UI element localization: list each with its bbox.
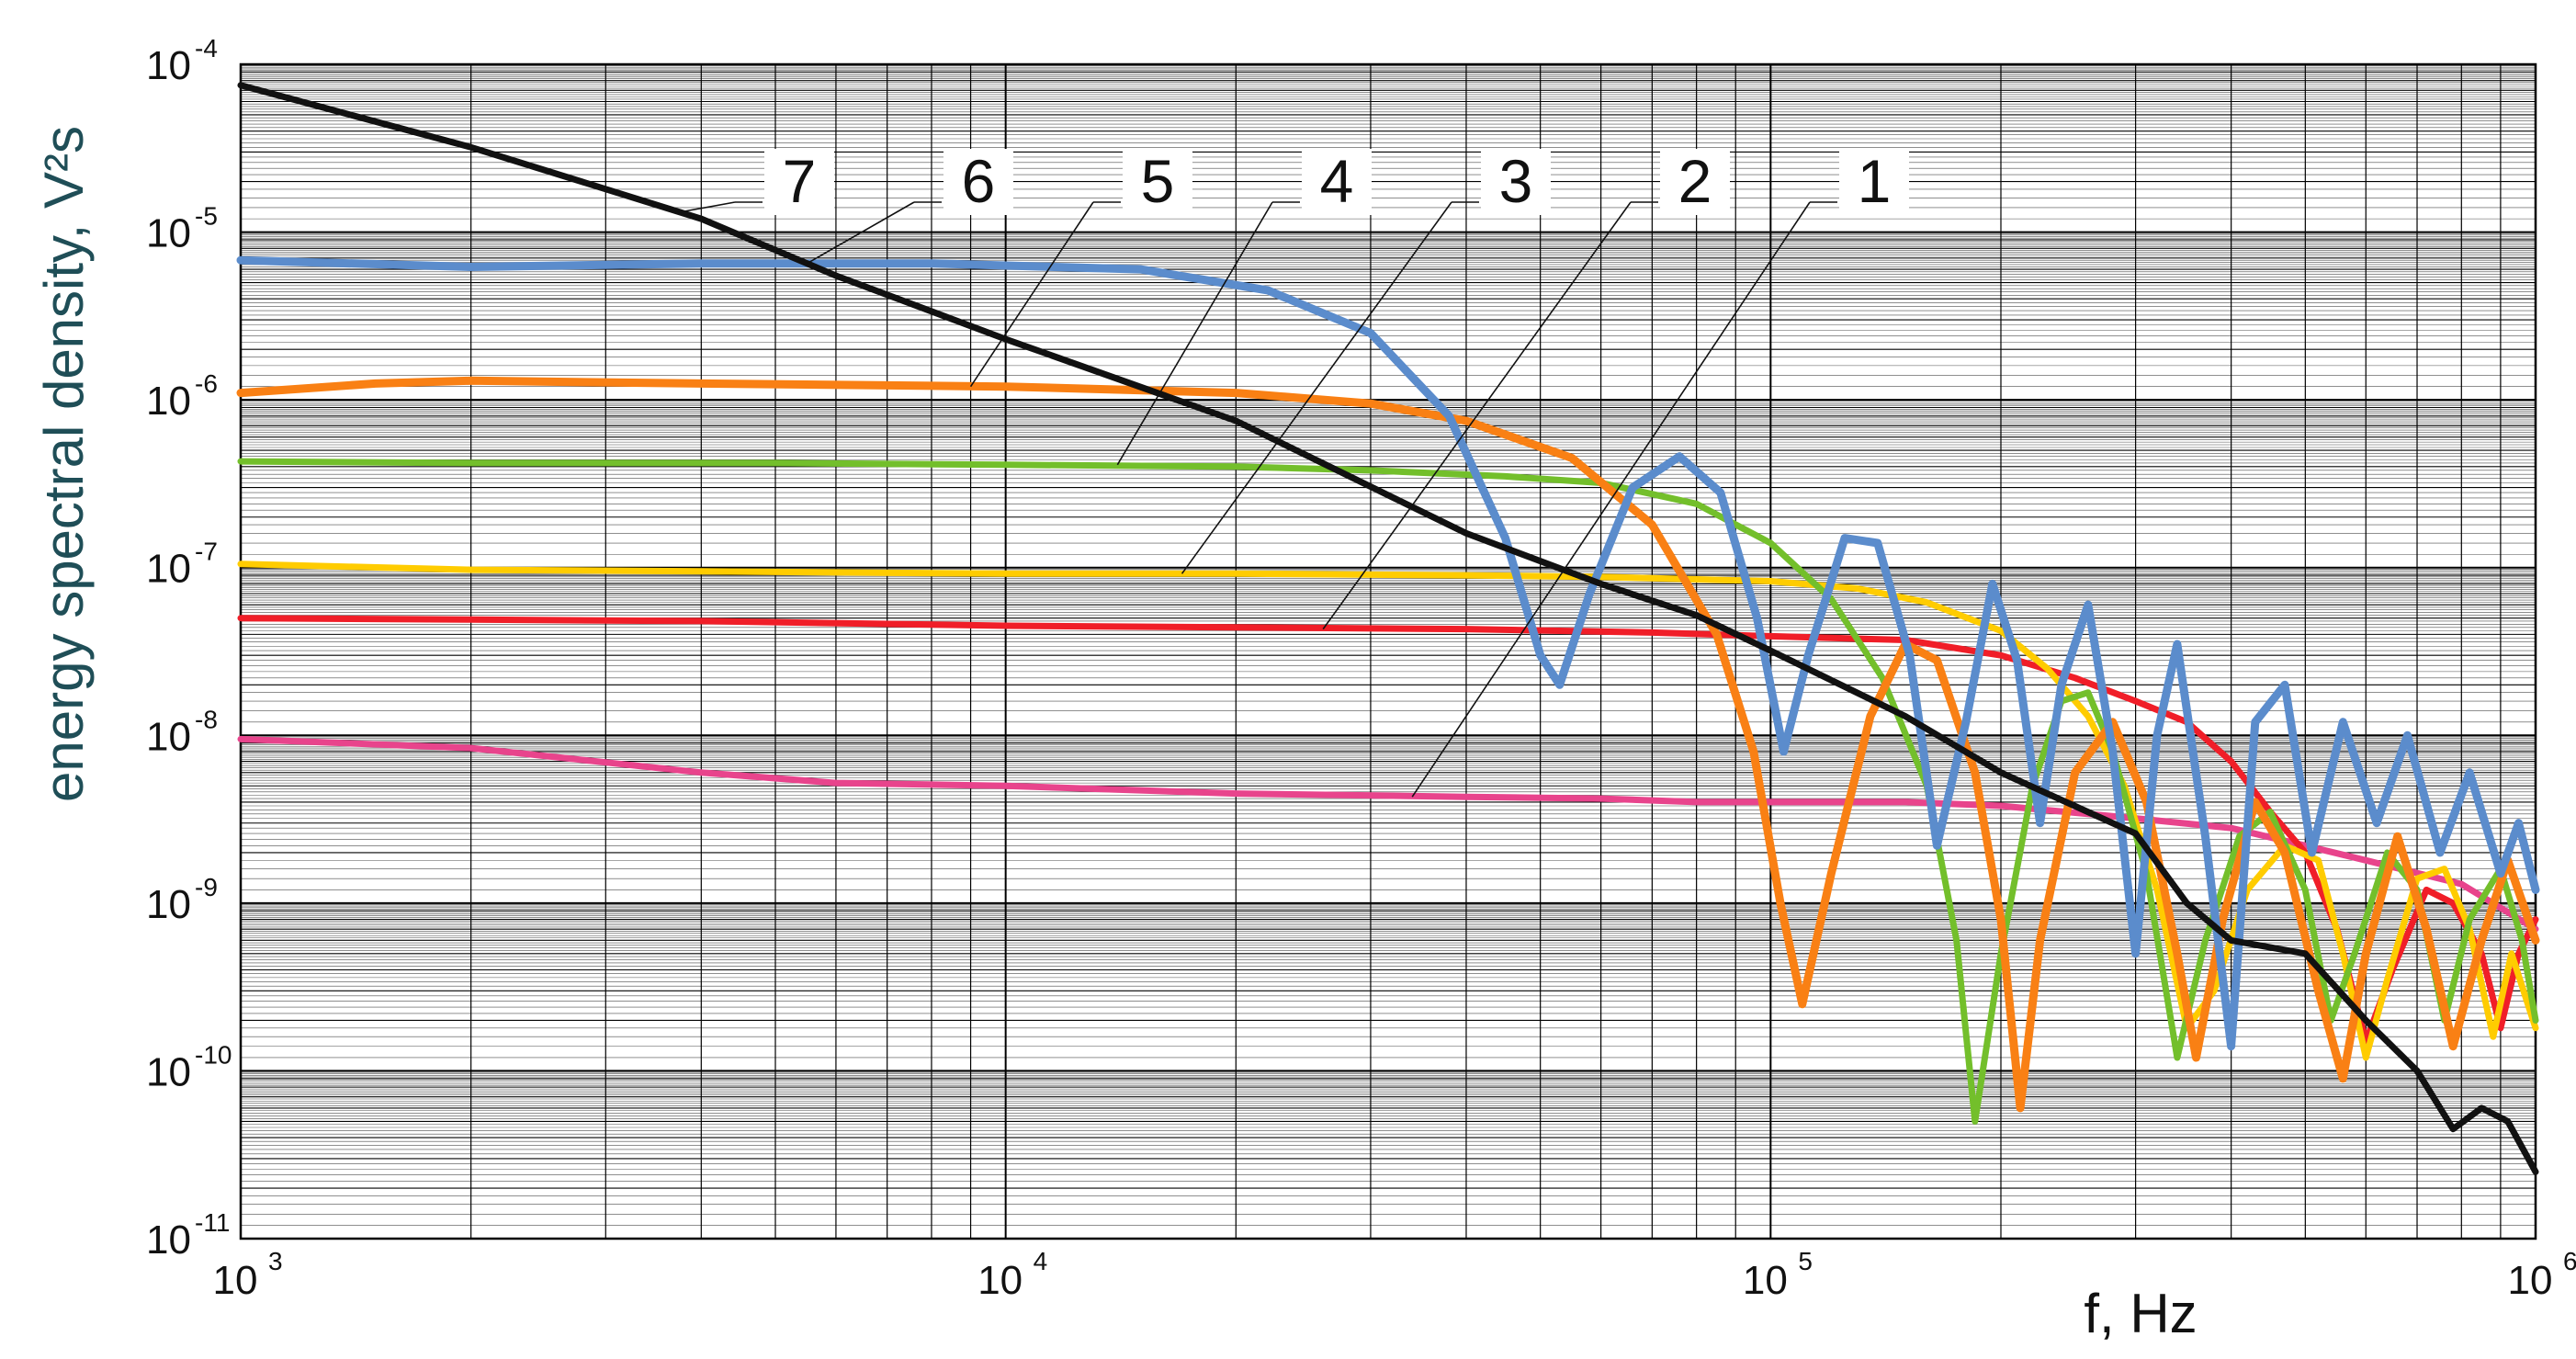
x-tick-label: 10	[977, 1258, 1022, 1303]
x-tick-exponent: 3	[268, 1247, 283, 1275]
series-6-line	[236, 255, 2540, 1051]
y-axis-title: energy spectral density, V²s	[33, 126, 95, 802]
y-tick-exponent: -9	[195, 873, 218, 901]
y-tick-label: 10	[146, 43, 191, 88]
callout-label-bg-6	[943, 149, 1013, 215]
callout-leader-4	[1116, 201, 1273, 466]
plot-frame	[239, 62, 2537, 1240]
tick-labels: 10 3 10 4 10 5 10 610 -410 -510 -610 -710 -810 -910 -1…	[146, 34, 2576, 1303]
y-tick-label: 10	[146, 1049, 191, 1094]
y-tick-label: 10	[146, 211, 191, 256]
curve-label-4: 4	[1320, 147, 1354, 215]
y-tick-exponent: -10	[195, 1040, 232, 1069]
x-tick-label: 10	[1743, 1258, 1788, 1303]
curve-label-5: 5	[1141, 147, 1175, 215]
callout-leader-3	[1181, 201, 1452, 574]
y-tick-exponent: -6	[195, 369, 218, 398]
y-tick-label: 10	[146, 547, 191, 592]
y-tick-label: 10	[146, 882, 191, 927]
callout-leader-6	[807, 201, 915, 265]
callout-label-bg-4	[1302, 149, 1372, 215]
x-tick-label: 10	[2508, 1258, 2553, 1303]
x-tick-exponent: 5	[1798, 1247, 1813, 1275]
y-tick-label: 10	[146, 379, 191, 424]
y-tick-label: 10	[146, 714, 191, 759]
series-layer	[236, 82, 2540, 1175]
series-5-line	[236, 376, 2540, 1113]
curve-label-6: 6	[962, 147, 996, 215]
callout-leader-1	[1411, 201, 1811, 798]
callout-label-bg-3	[1481, 149, 1551, 215]
curve-label-1: 1	[1858, 147, 1892, 215]
callout-label-bg-1	[1839, 149, 1909, 215]
callout-label-bg-5	[1123, 149, 1192, 215]
y-tick-exponent: -7	[195, 538, 218, 566]
curve-label-3: 3	[1499, 147, 1533, 215]
y-tick-label: 10	[146, 1217, 191, 1263]
y-tick-exponent: -4	[195, 34, 218, 62]
curve-label-7: 7	[783, 147, 817, 215]
callout-leader-7	[674, 201, 736, 214]
y-tick-exponent: -11	[195, 1208, 230, 1237]
curve-callouts: 7 6 5 4 3 2 1	[674, 147, 1909, 798]
x-tick-label: 10	[213, 1258, 258, 1303]
x-axis-title: f, Hz	[2084, 1283, 2197, 1344]
x-tick-exponent: 4	[1034, 1247, 1048, 1275]
y-tick-exponent: -8	[195, 705, 218, 733]
callout-leader-2	[1322, 201, 1632, 630]
x-tick-exponent: 6	[2563, 1247, 2576, 1275]
callout-leader-5	[969, 201, 1094, 388]
callout-label-bg-2	[1660, 149, 1730, 215]
series-3-line	[237, 561, 2539, 1061]
series-7-line	[237, 82, 2539, 1175]
curve-label-2: 2	[1678, 147, 1712, 215]
y-tick-exponent: -5	[195, 202, 218, 231]
callout-label-bg-7	[764, 149, 834, 215]
